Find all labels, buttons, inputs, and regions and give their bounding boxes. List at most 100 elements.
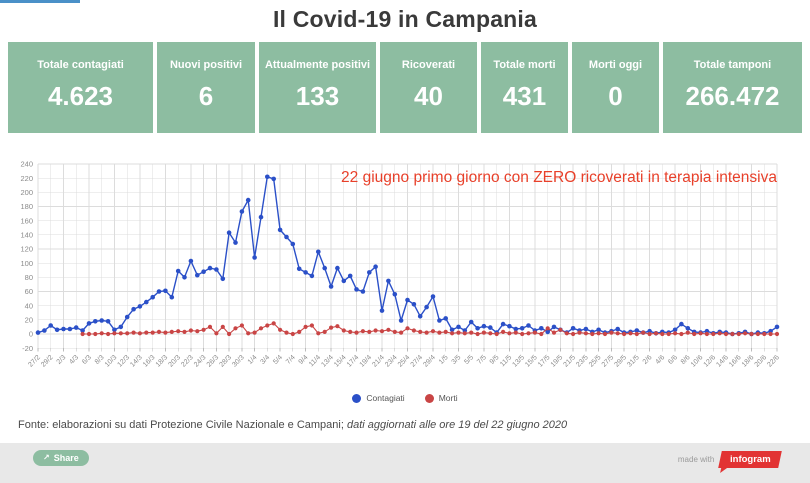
svg-text:13/5: 13/5 [512, 354, 527, 369]
stat-box-totale-morti: Totale morti 431 [481, 42, 568, 133]
svg-text:26/3: 26/3 [206, 354, 221, 369]
svg-text:22/3: 22/3 [180, 354, 195, 369]
svg-text:17/4: 17/4 [346, 354, 361, 369]
svg-text:12/6: 12/6 [703, 354, 718, 369]
svg-text:9/5: 9/5 [489, 354, 501, 366]
stat-value: 431 [502, 81, 547, 111]
svg-text:2/3: 2/3 [56, 354, 68, 366]
svg-text:6/6: 6/6 [667, 354, 679, 366]
svg-text:10/6: 10/6 [690, 354, 705, 369]
svg-text:16/3: 16/3 [142, 354, 157, 369]
source-note-italic: dati aggiornati alle ore 19 del 22 giugn… [346, 419, 568, 431]
svg-text:0: 0 [29, 330, 33, 339]
svg-text:7/4: 7/4 [285, 354, 297, 366]
svg-text:12/3: 12/3 [117, 354, 132, 369]
chart-svg: 240220200180160140120100806040200-2027/2… [20, 160, 781, 369]
svg-text:4/6: 4/6 [654, 354, 666, 366]
svg-text:200: 200 [20, 188, 33, 197]
stat-box-ricoverati: Ricoverati 40 [380, 42, 477, 133]
stat-box-attualmente-positivi: Attualmente positivi 133 [259, 42, 376, 133]
svg-text:18/6: 18/6 [741, 354, 756, 369]
svg-text:4/3: 4/3 [68, 354, 80, 366]
stat-label: Totale morti [493, 59, 556, 71]
top-accent-bar [0, 0, 80, 3]
stat-box-totale-tamponi: Totale tamponi 266.472 [663, 42, 802, 133]
svg-text:160: 160 [20, 216, 33, 225]
x-axis-labels: 27/229/2 2/3 4/3 6/3 8/310/312/314/316/318/3… [27, 354, 781, 369]
stat-label: Nuovi positivi [169, 59, 243, 71]
svg-text:28/3: 28/3 [218, 354, 233, 369]
page-title: Il Covid-19 in Campania [272, 6, 538, 32]
svg-text:25/5: 25/5 [588, 354, 603, 369]
svg-text:11/4: 11/4 [308, 354, 322, 368]
svg-text:14/3: 14/3 [129, 354, 144, 369]
svg-text:3/4: 3/4 [259, 354, 271, 366]
svg-text:11/5: 11/5 [499, 354, 513, 368]
svg-text:20/6: 20/6 [754, 354, 769, 369]
svg-text:29/2: 29/2 [40, 354, 55, 369]
share-button[interactable]: ↗ Share [33, 450, 89, 466]
chart-legend: Contagiati Morti [0, 391, 810, 405]
legend-dot-morti-icon [424, 393, 434, 403]
stat-label: Totale contagiati [37, 59, 124, 71]
stat-label: Attualmente positivi [264, 59, 371, 71]
svg-text:2/6: 2/6 [642, 354, 654, 366]
stat-box-nuovi-positivi: Nuovi positivi 6 [157, 42, 255, 133]
svg-text:140: 140 [20, 230, 33, 239]
svg-text:7/5: 7/5 [476, 354, 488, 366]
svg-text:1/5: 1/5 [438, 354, 450, 366]
svg-text:120: 120 [20, 245, 33, 254]
svg-text:220: 220 [20, 174, 33, 183]
source-note: Fonte: elaborazioni su dati Protezione C… [18, 419, 567, 431]
legend-item-contagiati[interactable]: Contagiati [352, 393, 405, 403]
svg-text:240: 240 [20, 160, 33, 169]
stat-value: 40 [414, 81, 443, 111]
svg-text:13/4: 13/4 [320, 354, 335, 369]
svg-text:27/5: 27/5 [601, 354, 616, 369]
svg-text:21/4: 21/4 [371, 354, 386, 369]
svg-text:16/6: 16/6 [728, 354, 743, 369]
stat-value: 266.472 [685, 81, 780, 111]
svg-text:60: 60 [25, 287, 33, 296]
stat-value: 133 [295, 81, 340, 111]
stat-value: 0 [608, 81, 623, 111]
svg-text:27/4: 27/4 [410, 354, 425, 369]
infogram-logo-label: infogram [730, 453, 771, 465]
svg-text:29/5: 29/5 [613, 354, 628, 369]
infogram-logo-icon: infogram [718, 450, 782, 468]
series-morti [80, 321, 780, 337]
stats-row: Totale contagiati 4.623 Nuovi positivi 6… [8, 42, 802, 133]
svg-text:19/5: 19/5 [550, 354, 565, 369]
svg-text:22/6: 22/6 [766, 354, 781, 369]
bottom-bar: ↗ Share made with infogram [0, 443, 810, 483]
svg-text:3/5: 3/5 [451, 354, 463, 366]
stat-label: Ricoverati [401, 59, 456, 71]
svg-text:19/4: 19/4 [359, 354, 374, 369]
stat-label: Morti oggi [588, 59, 643, 71]
infogram-credit[interactable]: made with infogram [678, 449, 782, 469]
svg-text:20/3: 20/3 [167, 354, 182, 369]
svg-text:21/5: 21/5 [562, 354, 577, 369]
svg-text:-20: -20 [22, 344, 33, 353]
stat-box-morti-oggi: Morti oggi 0 [572, 42, 659, 133]
svg-text:100: 100 [20, 259, 33, 268]
svg-text:80: 80 [25, 273, 33, 282]
svg-text:8/6: 8/6 [680, 354, 692, 366]
svg-text:6/3: 6/3 [81, 354, 93, 366]
svg-text:23/4: 23/4 [384, 354, 399, 369]
svg-text:1/4: 1/4 [247, 354, 259, 366]
legend-label: Morti [438, 393, 458, 403]
svg-text:40: 40 [25, 301, 33, 310]
legend-label: Contagiati [366, 393, 405, 403]
stat-value: 4.623 [47, 81, 114, 111]
svg-text:20: 20 [25, 315, 33, 324]
source-note-normal: Fonte: elaborazioni su dati Protezione C… [18, 419, 347, 431]
svg-text:25/4: 25/4 [397, 354, 412, 369]
svg-text:18/3: 18/3 [155, 354, 170, 369]
legend-item-morti[interactable]: Morti [424, 393, 458, 403]
svg-text:30/3: 30/3 [231, 354, 246, 369]
svg-text:5/5: 5/5 [463, 354, 475, 366]
svg-text:29/4: 29/4 [422, 354, 437, 369]
svg-text:14/6: 14/6 [715, 354, 730, 369]
